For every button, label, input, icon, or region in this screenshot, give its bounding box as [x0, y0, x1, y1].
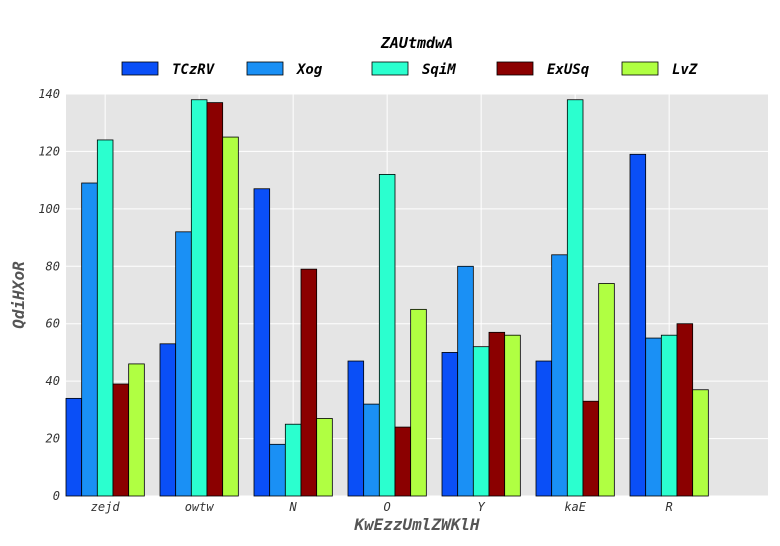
bar-LvZ-zejd — [128, 363, 145, 497]
y-tick-label: 80 — [46, 259, 60, 273]
legend-swatch — [371, 61, 409, 76]
bar-Xog-Y — [457, 265, 474, 497]
legend-title: ZAUtmdwA — [380, 34, 453, 52]
y-axis-ticks: 0 20 40 60 80 100 120 140 — [38, 87, 60, 503]
bar-SqiM-owtw — [190, 99, 208, 497]
bar-LvZ-owtw — [222, 136, 239, 497]
bar-Xog-kaE — [551, 254, 568, 497]
bar-ExUSq-Y — [488, 331, 506, 497]
legend-label: Xog — [296, 62, 323, 78]
x-tick-label: R — [666, 500, 673, 514]
x-axis-label: KwEzzUmlZWKlH — [353, 515, 480, 534]
legend-label: TCzRV — [172, 62, 216, 78]
bar-SqiM-R — [660, 334, 678, 497]
bar-TCzRV-kaE — [535, 360, 553, 497]
legend-swatch — [121, 61, 159, 76]
bar-SqiM-Y — [472, 346, 490, 497]
bar-ExUSq-kaE — [582, 400, 600, 497]
bar-LvZ-O — [410, 308, 427, 497]
bars — [65, 99, 709, 497]
legend-swatch — [246, 61, 284, 76]
bar-TCzRV-owtw — [159, 343, 177, 497]
y-tick-label: 0 — [53, 489, 60, 503]
legend-label: ExUSq — [547, 62, 590, 78]
bar-TCzRV-N — [253, 188, 271, 497]
bar-SqiM-zejd — [96, 139, 114, 497]
x-tick-label: Y — [478, 500, 486, 514]
bar-SqiM-N — [284, 423, 302, 497]
bar-Xog-O — [363, 403, 380, 497]
plot-area — [65, 93, 768, 497]
bar-LvZ-kaE — [598, 283, 615, 497]
x-tick-label: N — [289, 500, 298, 514]
bar-SqiM-O — [378, 173, 396, 497]
bar-Xog-N — [269, 443, 286, 497]
bar-SqiM-kaE — [566, 99, 584, 497]
x-tick-label: O — [384, 500, 391, 514]
x-tick-label: kaE — [564, 500, 586, 514]
x-tick-label: zejd — [91, 500, 121, 514]
x-tick-label: owtw — [185, 500, 215, 514]
bar-Xog-R — [645, 337, 662, 497]
y-tick-label: 40 — [46, 374, 60, 388]
bar-ExUSq-O — [394, 426, 412, 497]
bar-ExUSq-R — [676, 323, 694, 497]
bar-ExUSq-zejd — [112, 383, 130, 497]
legend-swatch — [496, 61, 534, 76]
legend: ZAUtmdwA TCzRV Xog SqiM ExUSq LvZ — [121, 34, 698, 78]
y-tick-label: 20 — [46, 432, 60, 446]
legend-items: TCzRV Xog SqiM ExUSq LvZ — [121, 61, 698, 78]
bar-Xog-zejd — [81, 182, 98, 497]
bar-TCzRV-O — [347, 360, 365, 497]
bar-TCzRV-Y — [441, 352, 459, 497]
legend-label: SqiM — [422, 62, 456, 78]
legend-swatch — [621, 61, 659, 76]
bar-ExUSq-owtw — [206, 102, 224, 497]
legend-label: LvZ — [672, 62, 698, 78]
bar-LvZ-R — [692, 389, 709, 497]
bar-ExUSq-N — [300, 268, 318, 497]
y-tick-label: 60 — [46, 317, 60, 331]
bar-TCzRV-zejd — [65, 397, 83, 497]
y-tick-label: 120 — [38, 144, 60, 158]
bar-TCzRV-R — [629, 153, 647, 497]
bar-LvZ-N — [316, 418, 333, 497]
y-tick-label: 140 — [38, 87, 60, 101]
y-tick-label: 100 — [38, 202, 60, 216]
y-axis-label: QdiHXoR — [9, 261, 28, 329]
bar-Xog-owtw — [175, 231, 192, 497]
bar-LvZ-Y — [504, 334, 521, 497]
